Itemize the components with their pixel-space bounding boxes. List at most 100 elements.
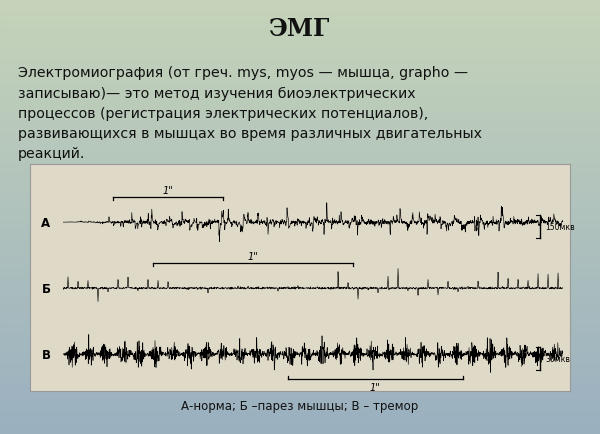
Bar — [0, 430, 600, 434]
Text: Б: Б — [41, 282, 50, 295]
Bar — [0, 213, 600, 217]
Bar — [0, 243, 600, 247]
Bar — [0, 339, 600, 343]
Bar — [0, 108, 600, 113]
Bar — [0, 208, 600, 213]
Bar — [0, 195, 600, 200]
Bar — [0, 48, 600, 52]
Text: 1": 1" — [163, 185, 173, 195]
Bar — [0, 239, 600, 243]
Bar — [0, 100, 600, 104]
Bar — [0, 82, 600, 87]
Bar — [0, 286, 600, 291]
Text: А-норма; Б –парез мышцы; В – тремор: А-норма; Б –парез мышцы; В – тремор — [181, 399, 419, 412]
Bar — [0, 113, 600, 117]
Bar — [0, 391, 600, 395]
Bar — [0, 347, 600, 352]
Text: ЭМГ: ЭМГ — [269, 16, 331, 41]
Bar — [0, 187, 600, 191]
Bar — [0, 291, 600, 295]
Bar — [0, 17, 600, 22]
Bar — [0, 200, 600, 204]
Bar — [0, 126, 600, 130]
Bar — [0, 87, 600, 91]
Bar — [0, 30, 600, 35]
Bar — [0, 74, 600, 78]
Bar — [0, 78, 600, 82]
Bar — [0, 312, 600, 317]
Bar — [0, 252, 600, 256]
Bar — [0, 26, 600, 30]
Bar — [0, 256, 600, 260]
Bar — [0, 204, 600, 208]
Bar — [0, 360, 600, 365]
Bar — [0, 282, 600, 286]
Bar — [0, 52, 600, 56]
Bar — [0, 139, 600, 143]
Bar — [0, 191, 600, 195]
Text: 1": 1" — [370, 382, 381, 392]
Text: В: В — [41, 348, 50, 361]
Bar — [0, 234, 600, 239]
Text: 150мкв: 150мкв — [545, 223, 575, 232]
Bar — [0, 39, 600, 43]
Bar — [0, 169, 600, 174]
Bar — [0, 304, 600, 308]
Bar — [0, 356, 600, 360]
Bar — [0, 0, 600, 4]
Bar — [0, 104, 600, 108]
Text: 1": 1" — [248, 251, 258, 261]
Bar — [0, 165, 600, 169]
Bar — [0, 130, 600, 135]
Bar — [0, 4, 600, 9]
Bar — [0, 395, 600, 399]
Bar — [0, 343, 600, 347]
Text: 30мкв: 30мкв — [545, 354, 570, 363]
Bar — [0, 221, 600, 226]
Bar — [0, 334, 600, 339]
Bar — [0, 299, 600, 304]
Bar — [0, 373, 600, 378]
Bar — [0, 122, 600, 126]
Bar — [0, 9, 600, 13]
Bar — [0, 56, 600, 61]
Bar — [0, 178, 600, 182]
Bar — [0, 295, 600, 299]
Bar — [0, 417, 600, 421]
Bar — [0, 35, 600, 39]
Bar — [0, 330, 600, 334]
Bar — [0, 269, 600, 273]
Bar — [0, 143, 600, 148]
Bar — [0, 352, 600, 356]
Bar — [0, 404, 600, 408]
Bar — [0, 117, 600, 122]
Bar — [0, 217, 600, 221]
Bar — [0, 95, 600, 100]
Bar — [0, 412, 600, 417]
Bar — [0, 247, 600, 252]
Bar — [0, 65, 600, 69]
Bar — [0, 91, 600, 95]
Bar — [0, 421, 600, 425]
Bar — [0, 226, 600, 230]
Bar — [0, 278, 600, 282]
Bar — [0, 22, 600, 26]
Bar — [0, 260, 600, 265]
Bar — [0, 69, 600, 74]
Bar — [0, 386, 600, 391]
Bar — [0, 152, 600, 156]
Bar — [0, 425, 600, 430]
Text: Электромиография (от греч. mys, myos — мышца, grapho —
записываю)— это метод изу: Электромиография (от греч. mys, myos — м… — [18, 66, 482, 160]
Bar — [0, 365, 600, 369]
Bar — [0, 317, 600, 321]
Bar — [0, 161, 600, 165]
Text: А: А — [41, 216, 50, 229]
Bar — [0, 382, 600, 386]
Bar — [0, 399, 600, 404]
Bar — [0, 174, 600, 178]
Bar — [0, 156, 600, 161]
Bar — [0, 273, 600, 278]
Bar — [0, 326, 600, 330]
Bar — [0, 308, 600, 312]
Bar — [0, 321, 600, 326]
